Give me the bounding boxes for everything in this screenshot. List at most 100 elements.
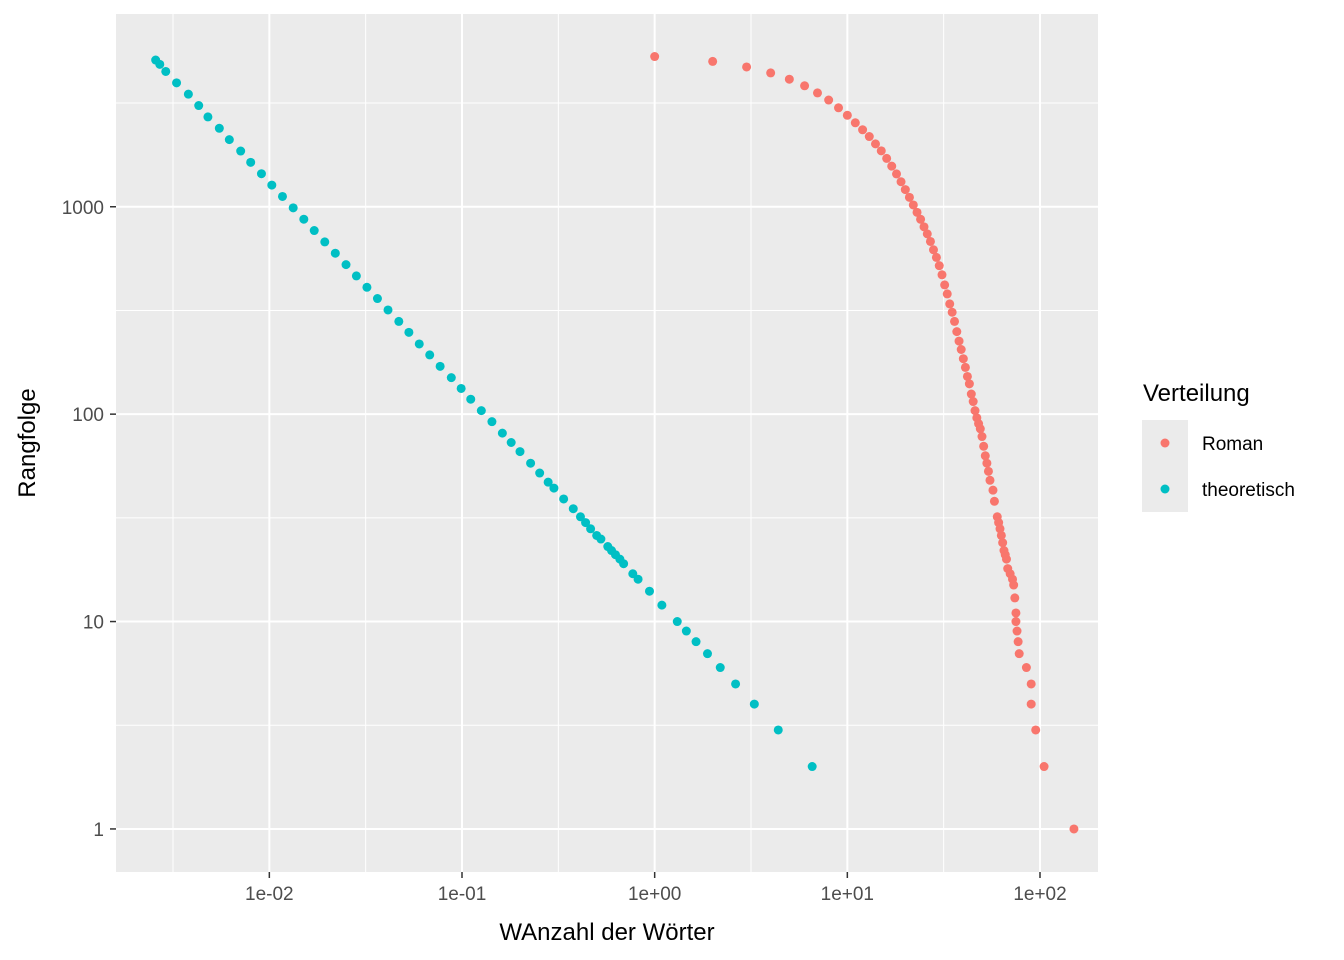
data-point xyxy=(394,316,404,326)
data-point xyxy=(945,299,955,309)
data-point xyxy=(824,95,834,105)
series-roman xyxy=(650,52,1079,834)
data-point xyxy=(916,214,926,224)
data-point xyxy=(476,406,486,416)
data-point xyxy=(1010,593,1020,603)
data-point xyxy=(383,305,393,315)
y-tick-label: 10 xyxy=(83,613,104,634)
data-point xyxy=(925,236,935,246)
data-point xyxy=(466,394,476,404)
data-point xyxy=(892,169,902,179)
data-point xyxy=(1026,679,1036,689)
data-point xyxy=(900,185,910,195)
legend-title: Verteilung xyxy=(1143,380,1250,407)
x-tick-label: 1e+02 xyxy=(1013,884,1066,905)
data-point xyxy=(940,280,950,290)
data-point xyxy=(581,518,591,528)
data-point xyxy=(203,112,213,122)
x-tick-label: 1e-01 xyxy=(438,884,487,905)
data-point xyxy=(985,475,995,485)
data-point xyxy=(309,226,319,236)
data-point xyxy=(592,530,602,540)
data-point xyxy=(1013,637,1023,647)
data-point xyxy=(1021,663,1031,673)
data-point xyxy=(691,637,701,647)
data-point xyxy=(435,361,445,371)
data-point xyxy=(773,725,783,735)
data-point xyxy=(842,110,852,120)
data-point xyxy=(559,494,569,504)
data-point xyxy=(549,483,559,493)
data-point xyxy=(919,222,929,232)
x-tick-label: 1e-02 xyxy=(245,884,294,905)
data-point xyxy=(800,81,810,91)
data-point xyxy=(928,245,938,255)
data-point xyxy=(414,339,424,349)
data-point xyxy=(515,447,525,457)
data-point xyxy=(330,248,340,258)
data-point xyxy=(912,207,922,217)
data-point xyxy=(952,327,962,337)
data-point xyxy=(526,458,536,468)
data-point xyxy=(979,441,989,451)
data-point xyxy=(214,123,224,133)
data-point xyxy=(998,538,1008,548)
series-theoretisch xyxy=(151,55,817,772)
data-point xyxy=(942,289,952,299)
data-point xyxy=(246,157,256,167)
legend: Verteilung Roman theoretisch xyxy=(1142,380,1295,512)
data-point xyxy=(657,600,667,610)
data-point xyxy=(650,52,660,62)
data-point xyxy=(960,362,970,372)
data-point xyxy=(277,191,287,201)
data-point xyxy=(404,327,414,337)
data-point xyxy=(1026,699,1036,709)
data-point xyxy=(931,252,941,262)
data-point xyxy=(236,146,246,156)
x-tick-label: 1e+01 xyxy=(821,884,874,905)
data-point xyxy=(989,496,999,506)
data-point xyxy=(962,371,972,381)
data-point xyxy=(958,354,968,364)
data-point xyxy=(908,200,918,210)
data-point xyxy=(922,229,932,239)
data-point xyxy=(807,762,817,772)
data-point xyxy=(904,192,914,202)
legend-marker-theoretisch xyxy=(1160,484,1170,494)
data-point xyxy=(568,504,578,514)
data-point xyxy=(1011,617,1021,627)
data-point xyxy=(1012,626,1022,636)
data-point xyxy=(983,466,993,476)
data-point xyxy=(887,161,897,171)
data-point xyxy=(267,180,277,190)
data-point xyxy=(956,345,966,354)
x-axis-title: WAnzahl der Wörter xyxy=(499,919,714,946)
data-point xyxy=(954,336,964,346)
y-tick-label: 1 xyxy=(93,820,104,841)
data-point xyxy=(858,125,868,135)
data-point xyxy=(1011,608,1021,618)
data-point xyxy=(362,282,372,292)
data-point xyxy=(1039,762,1049,772)
data-point xyxy=(628,569,638,579)
data-point xyxy=(992,512,1002,522)
legend-label-theoretisch: theoretisch xyxy=(1202,480,1295,501)
minor-grid xyxy=(116,14,1098,872)
data-point xyxy=(224,135,234,145)
legend-marker-roman xyxy=(1160,438,1170,448)
data-point xyxy=(977,432,987,442)
data-point xyxy=(968,397,978,407)
data-point xyxy=(996,530,1006,540)
plot-panel xyxy=(116,14,1098,872)
data-point xyxy=(766,68,776,78)
data-point xyxy=(882,153,892,163)
data-point xyxy=(672,617,682,627)
x-axis: 1e-02 1e-01 1e+00 1e+01 1e+02 xyxy=(245,872,1067,905)
data-point xyxy=(543,477,553,487)
data-point xyxy=(288,203,298,213)
data-point xyxy=(644,586,654,596)
data-point xyxy=(708,56,718,66)
data-point xyxy=(972,413,982,423)
data-point xyxy=(497,428,507,438)
data-point xyxy=(487,417,497,427)
